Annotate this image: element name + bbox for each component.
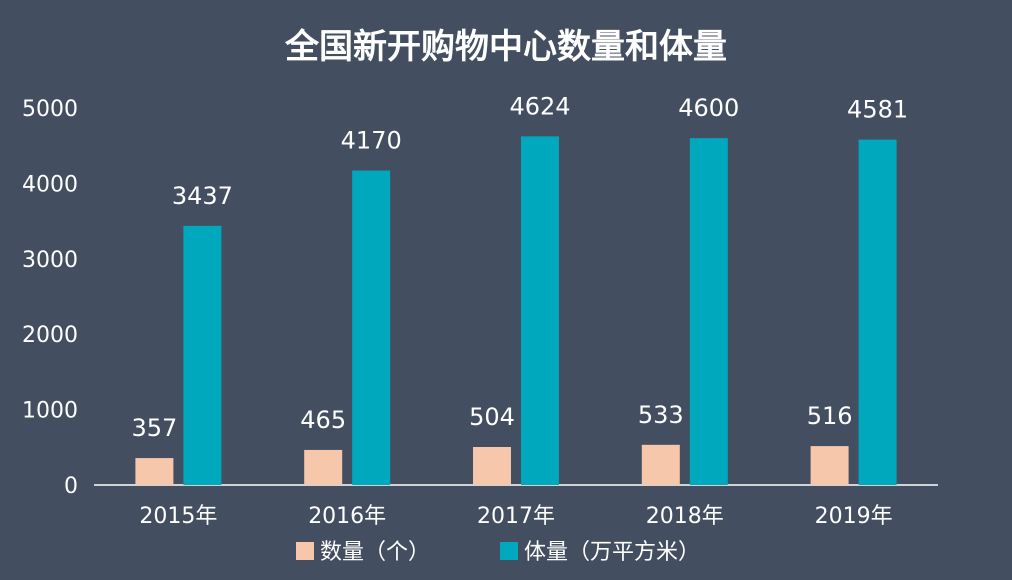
bars xyxy=(135,136,897,486)
bar-count xyxy=(810,446,849,485)
data-label-count: 357 xyxy=(131,414,177,442)
y-tick-label: 0 xyxy=(64,474,78,499)
x-tick-label: 2017年 xyxy=(477,504,555,529)
data-label-area: 4624 xyxy=(509,92,570,120)
y-tick-label: 2000 xyxy=(22,323,78,348)
y-axis-ticks: 0 1000 2000 3000 4000 5000 xyxy=(22,97,78,499)
data-label-area: 3437 xyxy=(172,182,233,210)
y-tick-label: 3000 xyxy=(22,248,78,273)
x-tick-label: 2016年 xyxy=(308,504,386,529)
bar-area xyxy=(521,136,559,485)
data-label-count: 516 xyxy=(807,402,853,430)
x-tick-label: 2019年 xyxy=(815,504,893,529)
chart-title: 全国新开购物中心数量和体量 xyxy=(284,27,727,67)
bar-count xyxy=(473,446,511,485)
x-tick-label: 2018年 xyxy=(646,504,724,529)
bar-count xyxy=(304,449,343,485)
data-label-count: 465 xyxy=(300,406,346,434)
legend-swatch-area xyxy=(500,542,518,560)
legend-label-count: 数量（个） xyxy=(320,540,430,565)
bar-area xyxy=(352,170,391,485)
bar-area xyxy=(689,138,728,485)
y-tick-label: 1000 xyxy=(22,399,78,424)
data-label-area: 4170 xyxy=(341,127,402,155)
data-label-area: 4600 xyxy=(678,94,739,122)
x-axis-ticks: 2015年 2016年 2017年 2018年 2019年 xyxy=(139,504,892,529)
data-label-area: 4581 xyxy=(847,96,908,124)
data-label-count: 504 xyxy=(469,403,515,431)
y-tick-label: 5000 xyxy=(22,97,78,122)
bar-count xyxy=(641,444,680,485)
data-labels: 357 3437 465 4170 504 4624 533 4600 516 4581 xyxy=(131,92,908,442)
x-tick-label: 2015年 xyxy=(139,504,217,529)
legend-label-area: 体量（万平方米） xyxy=(524,540,700,565)
data-label-count: 533 xyxy=(638,401,684,429)
legend-swatch-count xyxy=(296,542,314,560)
legend: 数量（个） 体量（万平方米） xyxy=(296,540,700,565)
bar-count xyxy=(135,458,174,485)
bar-area xyxy=(858,139,897,486)
bar-area xyxy=(183,225,222,485)
y-tick-label: 4000 xyxy=(22,172,78,197)
